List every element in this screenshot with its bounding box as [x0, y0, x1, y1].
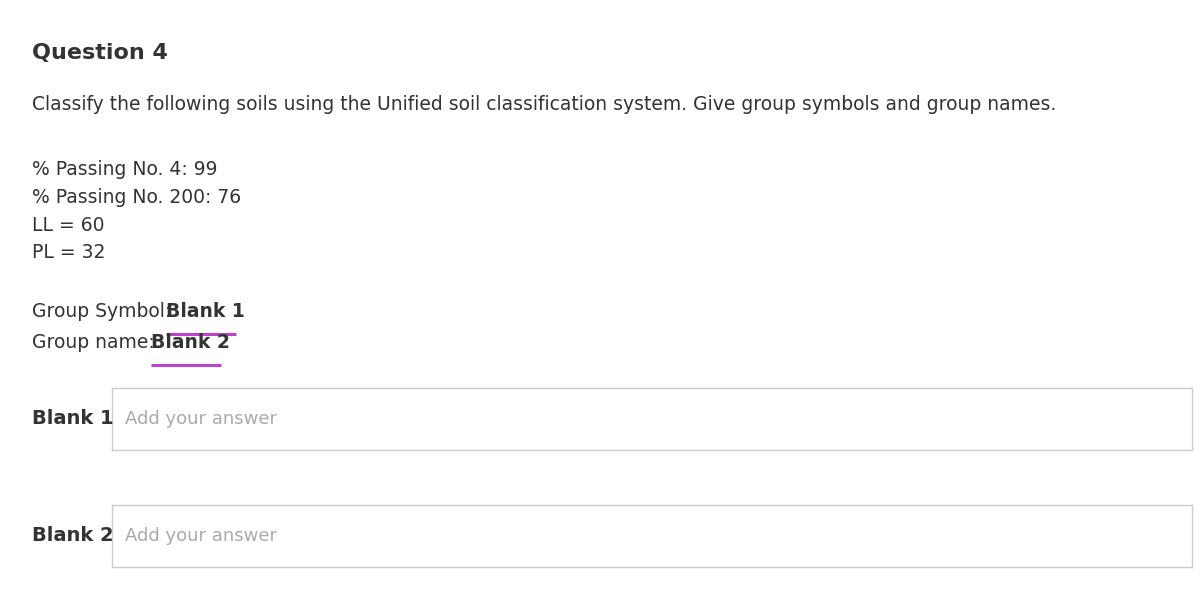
- Text: % Passing No. 200: 76: % Passing No. 200: 76: [32, 188, 241, 207]
- Text: Group Symbol:: Group Symbol:: [32, 302, 178, 321]
- Text: LL = 60: LL = 60: [32, 216, 104, 235]
- Text: Blank 2: Blank 2: [151, 333, 230, 352]
- Text: Blank 1: Blank 1: [166, 302, 245, 321]
- Text: Question 4: Question 4: [32, 43, 168, 63]
- Text: Group name:: Group name:: [32, 333, 161, 352]
- Text: PL = 32: PL = 32: [32, 243, 106, 262]
- Text: Classify the following soils using the Unified soil classification system. Give : Classify the following soils using the U…: [32, 95, 1057, 115]
- Text: Add your answer: Add your answer: [125, 410, 276, 428]
- Text: Add your answer: Add your answer: [125, 527, 276, 545]
- Text: % Passing No. 4: 99: % Passing No. 4: 99: [32, 160, 218, 179]
- Text: Blank 2: Blank 2: [32, 527, 114, 545]
- Text: Blank 1: Blank 1: [32, 410, 114, 428]
